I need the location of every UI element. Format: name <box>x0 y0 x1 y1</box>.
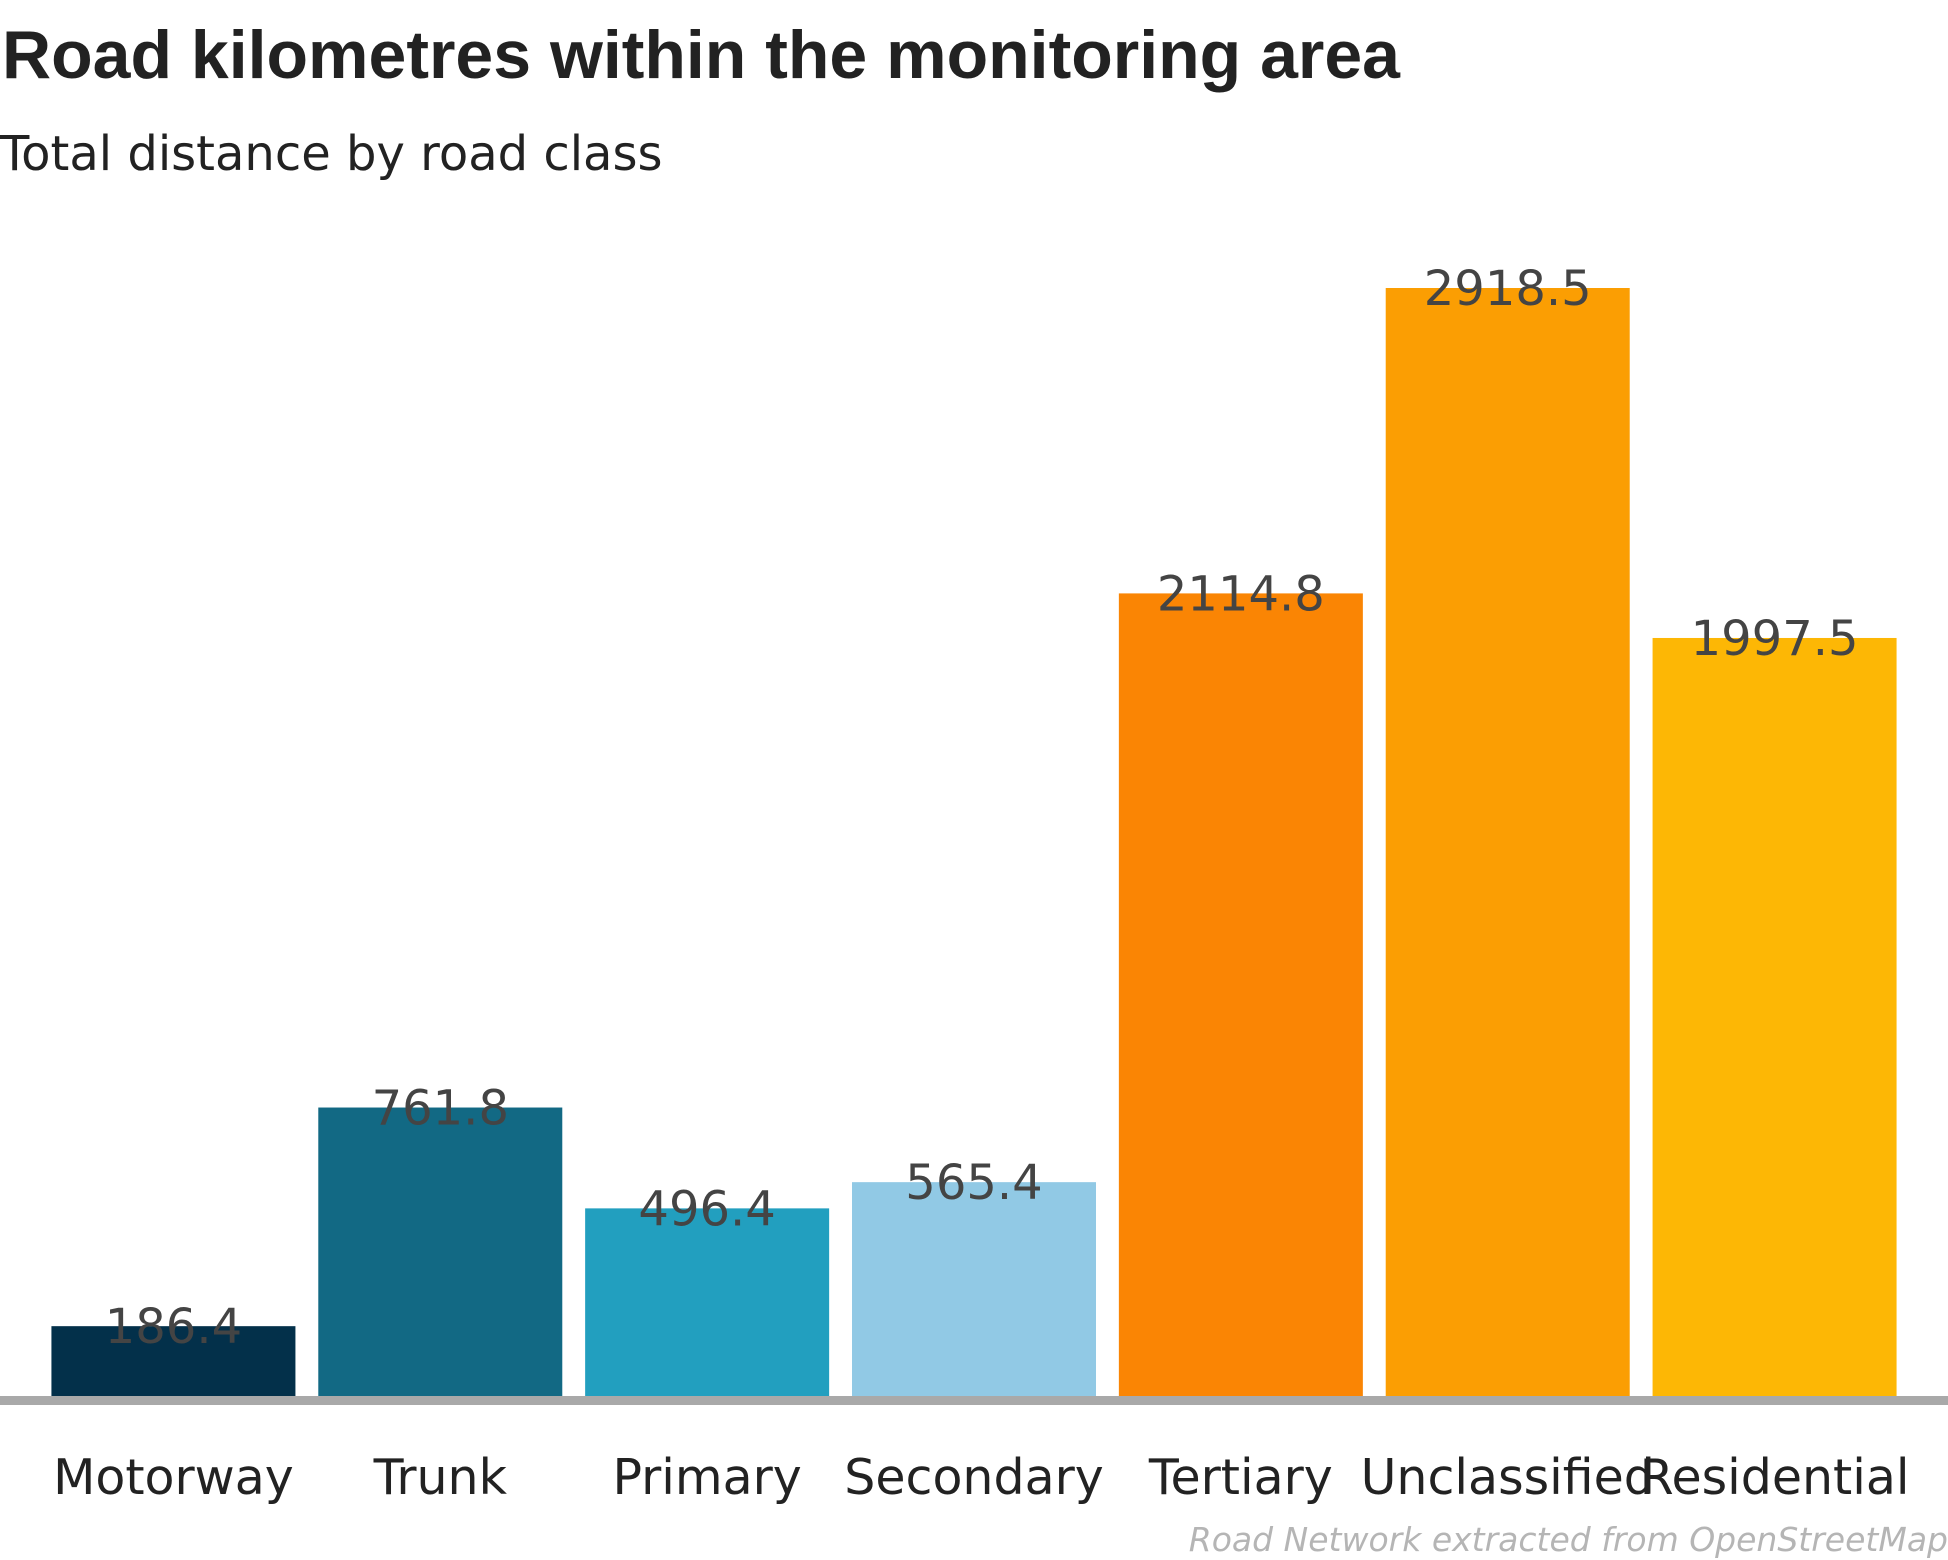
value-label-unclassified: 2918.5 <box>1424 261 1592 317</box>
category-label-tertiary: Tertiary <box>1148 1449 1333 1506</box>
bar-residential <box>1652 637 1897 1397</box>
value-label-tertiary: 2114.8 <box>1157 566 1325 622</box>
bar-primary <box>585 1208 830 1397</box>
bar-unclassified <box>1385 288 1630 1397</box>
category-label-secondary: Secondary <box>844 1449 1104 1506</box>
chart-title: Road kilometres within the monitoring ar… <box>2 17 1400 93</box>
bar-secondary <box>852 1182 1096 1397</box>
source-caption: Road Network extracted from OpenStreetMa… <box>1188 1520 1948 1559</box>
category-label-unclassified: Unclassified <box>1361 1449 1655 1506</box>
bar-motorway <box>51 1326 296 1397</box>
category-label-residential: Residential <box>1640 1449 1910 1506</box>
chart-subtitle: Total distance by road class <box>0 126 663 182</box>
value-label-trunk: 761.8 <box>372 1081 509 1137</box>
bar-tertiary <box>1118 593 1363 1397</box>
category-label-motorway: Motorway <box>53 1449 294 1506</box>
category-label-primary: Primary <box>612 1449 801 1506</box>
bar-trunk <box>318 1107 563 1397</box>
value-label-residential: 1997.5 <box>1691 611 1859 667</box>
value-label-secondary: 565.4 <box>905 1155 1042 1211</box>
x-axis-baseline <box>0 1396 1948 1405</box>
value-label-primary: 496.4 <box>638 1181 775 1237</box>
value-label-motorway: 186.4 <box>105 1299 242 1355</box>
category-label-trunk: Trunk <box>373 1449 508 1506</box>
